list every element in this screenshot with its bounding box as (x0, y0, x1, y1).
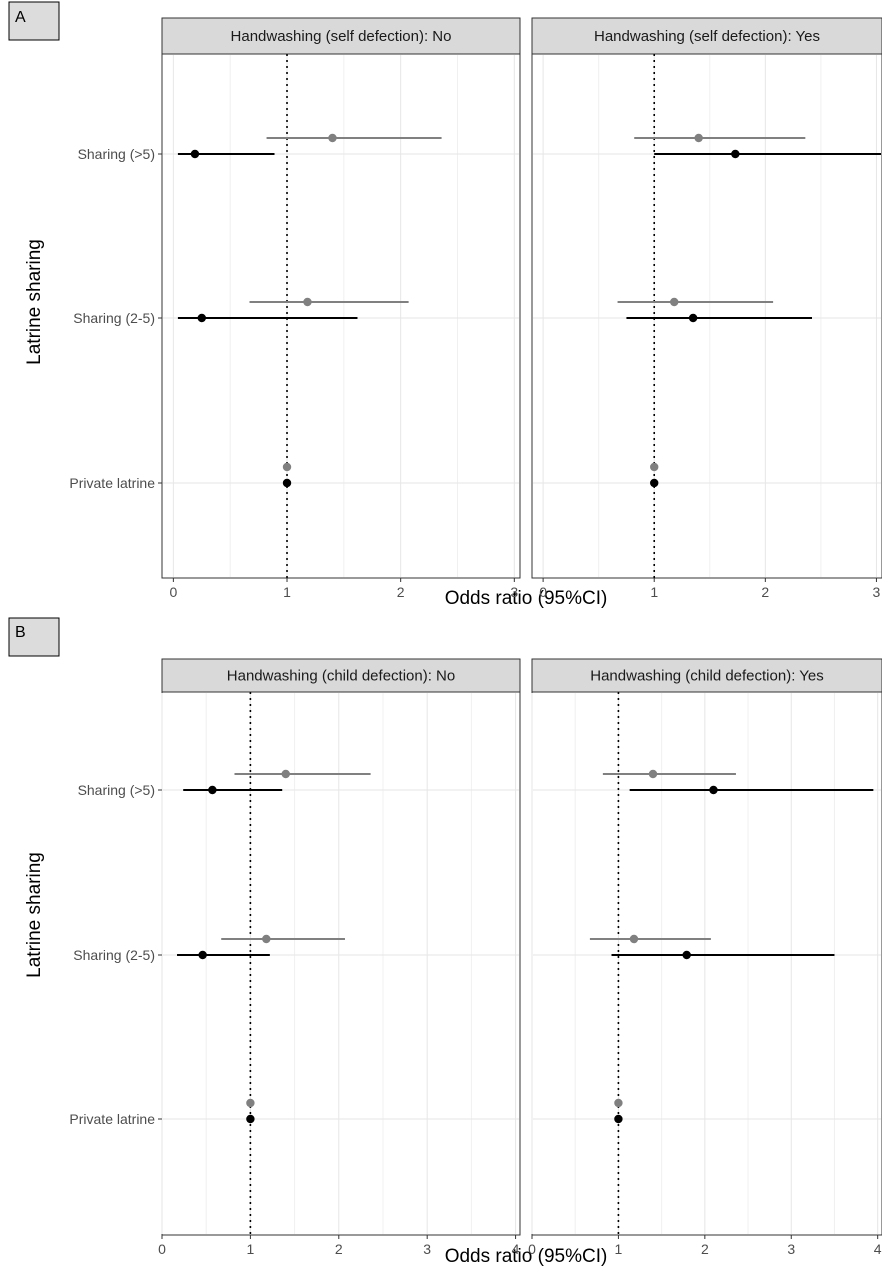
x-tick-label: 2 (397, 584, 405, 600)
y-tick-label: Sharing (>5) (78, 146, 155, 162)
panel-a-tag-box (8, 1, 60, 41)
point-black (688, 313, 698, 323)
point-grey (629, 934, 639, 944)
point-grey (281, 769, 290, 779)
point-grey (262, 934, 271, 944)
x-tick-label: 3 (873, 584, 881, 600)
point-black (190, 149, 200, 159)
facet-strip (161, 17, 521, 55)
y-tick-label: Sharing (2-5) (73, 310, 155, 326)
x-tick-label: 3 (423, 1241, 431, 1257)
point-black (208, 785, 217, 795)
facet-strip-label: Handwashing (self defection): No (231, 28, 452, 45)
x-tick-label: 1 (650, 584, 658, 600)
panel-b-tag-box (8, 617, 60, 657)
x-tick-label: 1 (246, 1241, 254, 1257)
x-tick-label: 3 (510, 584, 518, 600)
y-tick-label: Private latrine (69, 1111, 155, 1127)
x-tick-label: 1 (615, 1241, 623, 1257)
point-grey (650, 462, 659, 472)
point-black (731, 149, 740, 159)
point-grey (246, 1098, 255, 1108)
x-tick-label: 1 (283, 584, 291, 600)
point-grey (694, 133, 703, 143)
x-tick-label: 0 (539, 584, 547, 600)
panel-a-x-axis-title: Odds ratio (95%CI) (445, 588, 608, 609)
facet-strip-label: Handwashing (self defection): Yes (594, 28, 820, 45)
x-tick-label: 3 (787, 1241, 795, 1257)
panel-a: A Latrine sharing Odds ratio (95%CI) Han… (8, 1, 882, 609)
facet-plot-area (161, 53, 521, 579)
point-black (198, 950, 207, 960)
point-black (650, 478, 659, 488)
point-grey (282, 462, 292, 472)
point-grey (614, 1098, 623, 1108)
facet-2: Handwashing (child defection): Yes 0 1 2 3 4 (528, 658, 882, 1257)
point-grey (328, 133, 337, 143)
point-black (246, 1114, 255, 1124)
facet-strip-label: Handwashing (child defection): Yes (590, 668, 823, 685)
facet-2: Handwashing (self defection): Yes 0 1 2 3 (531, 17, 882, 600)
facet-strip-label: Handwashing (child defection): No (227, 668, 455, 685)
x-tick-label: 4 (512, 1241, 520, 1257)
facet-plot-area (161, 691, 521, 1236)
point-black (282, 478, 292, 488)
panel-b: B Latrine sharing Odds ratio (95%CI) Han… (8, 617, 882, 1267)
panel-a-y-axis-title: Latrine sharing (24, 239, 45, 365)
x-tick-label: 0 (169, 584, 177, 600)
x-tick-label: 4 (874, 1241, 882, 1257)
x-tick-label: 2 (335, 1241, 343, 1257)
y-tick-label: Sharing (2-5) (73, 947, 155, 963)
panel-b-x-axis-title: Odds ratio (95%CI) (445, 1246, 608, 1267)
x-tick-label: 0 (528, 1241, 536, 1257)
facet-plot-area (531, 53, 882, 579)
point-black (197, 313, 206, 323)
facet-1: Handwashing (self defection): No 0 1 2 3 Shar… (69, 17, 521, 600)
point-black (709, 785, 718, 795)
x-tick-label: 2 (701, 1241, 709, 1257)
point-grey (670, 297, 679, 307)
facet-plot-area (531, 691, 882, 1236)
x-tick-label: 2 (761, 584, 769, 600)
panel-a-tag: A (15, 9, 26, 26)
facet-1: Handwashing (child defection): No 0 1 2 3 4 Sh… (69, 658, 521, 1257)
panel-b-y-axis-title: Latrine sharing (24, 852, 45, 978)
point-black (682, 950, 691, 960)
panel-b-tag: B (15, 624, 26, 641)
y-tick-label: Private latrine (69, 475, 155, 491)
point-grey (648, 769, 658, 779)
point-grey (303, 297, 312, 307)
point-black (614, 1114, 623, 1124)
y-tick-label: Sharing (>5) (78, 782, 155, 798)
facet-strip (531, 658, 882, 693)
x-tick-label: 0 (158, 1241, 166, 1257)
